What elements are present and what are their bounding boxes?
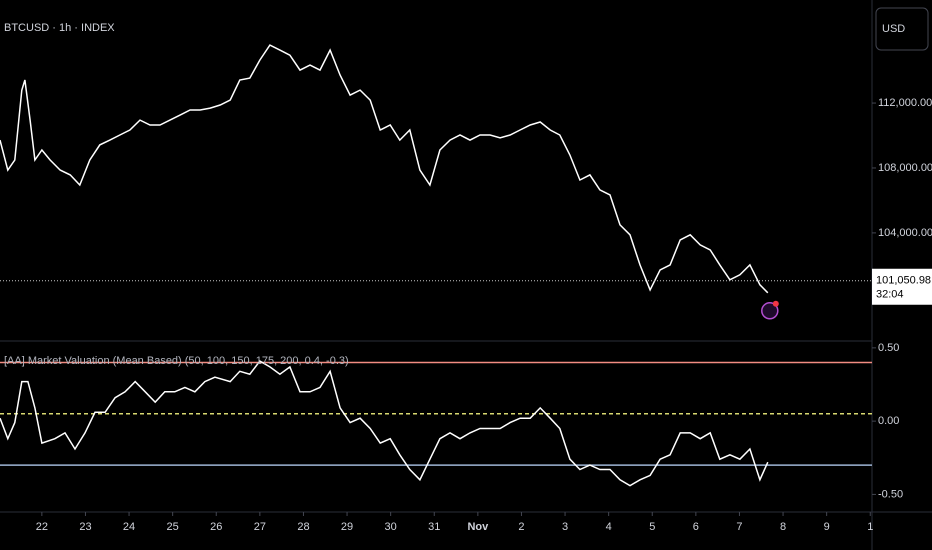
y-tick-label: 112,000.00: [878, 97, 932, 109]
x-tick-label: 26: [210, 521, 222, 533]
x-tick-label: 1: [867, 521, 873, 533]
x-tick-label: 22: [36, 521, 48, 533]
currency-button[interactable]: [875, 7, 929, 51]
last-price-label: 101,050.98: [876, 275, 931, 287]
series-line: [0, 360, 769, 487]
alert-dot: [772, 300, 779, 307]
y-tick-label: 108,000.00: [878, 162, 932, 174]
x-tick-label: 3: [562, 521, 568, 533]
x-tick-label: 27: [254, 521, 266, 533]
y-tick-label: -0.50: [878, 488, 903, 500]
x-tick-label: 2: [518, 521, 524, 533]
y-tick-label: 0.50: [878, 342, 899, 354]
currency[interactable]: USD: [882, 23, 905, 35]
y-tick-label: 104,000.00: [878, 227, 932, 239]
price-tag: [872, 268, 932, 305]
y-tick-label: 0.00: [878, 415, 899, 427]
x-tick-label: 9: [824, 521, 830, 533]
chart-title: BTCUSD · 1h · INDEX: [4, 22, 115, 34]
x-tick-label: 29: [341, 521, 353, 533]
x-tick-label: 30: [385, 521, 397, 533]
x-tick-label: 7: [736, 521, 742, 533]
countdown: 32:04: [876, 289, 904, 301]
x-tick-label: 23: [79, 521, 91, 533]
alert-icon: [761, 302, 779, 320]
x-tick-label: 8: [780, 521, 786, 533]
x-tick-label: 24: [123, 521, 135, 533]
x-tick-label: 5: [649, 521, 655, 533]
x-tick-label: 28: [297, 521, 309, 533]
x-tick-label: 31: [428, 521, 440, 533]
series-line: [0, 44, 769, 294]
x-tick-label: 4: [606, 521, 612, 533]
x-tick-label: 25: [167, 521, 179, 533]
x-tick-label: Nov: [467, 521, 489, 533]
indicator-title: [AA] Market Valuation (Mean Based) (50, …: [4, 355, 349, 367]
x-tick-label: 6: [693, 521, 699, 533]
